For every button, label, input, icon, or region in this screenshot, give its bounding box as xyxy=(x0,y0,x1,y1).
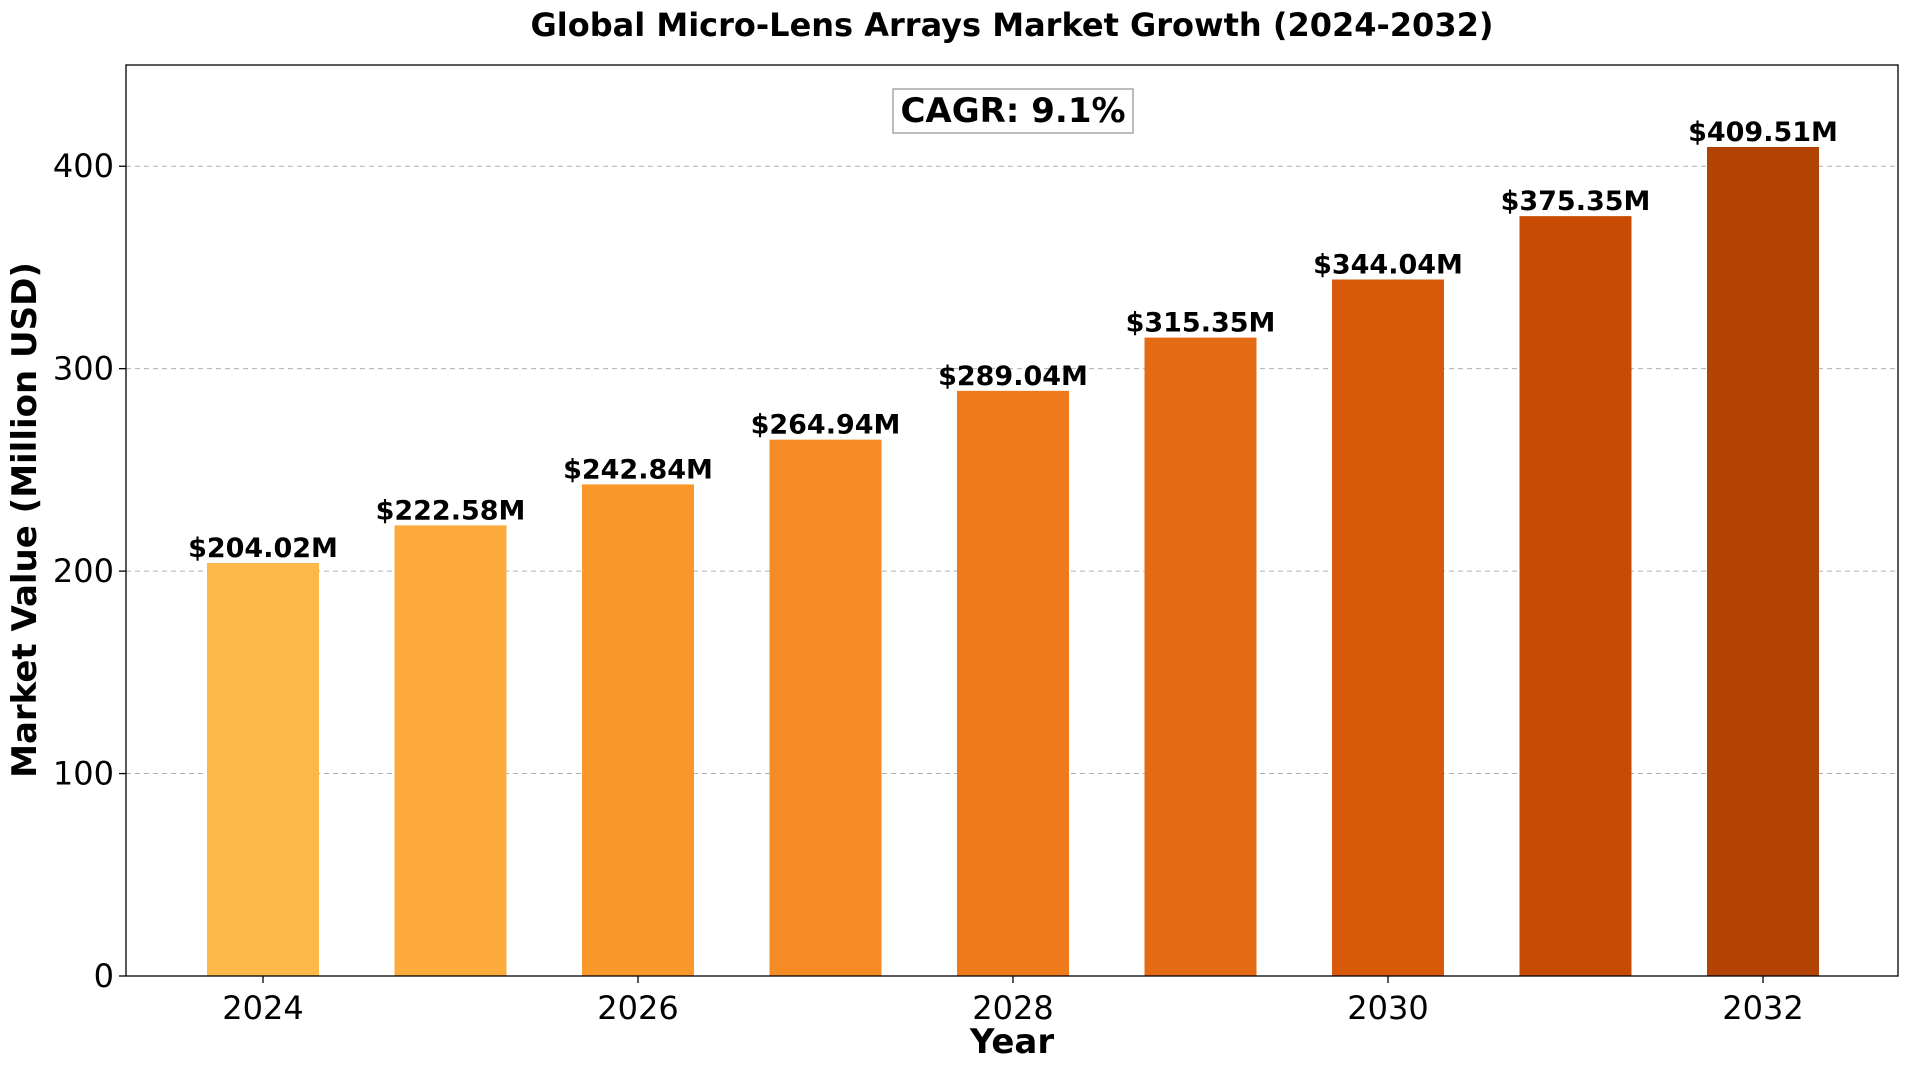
bars xyxy=(207,146,1819,977)
bar-2028 xyxy=(957,390,1069,976)
y-tick-label: 400 xyxy=(53,147,114,185)
bar-2024 xyxy=(207,562,319,976)
bar-2032 xyxy=(1707,146,1819,977)
y-tick-label: 200 xyxy=(53,552,114,590)
data-label-2026: $242.84M xyxy=(563,454,713,485)
y-tick-label: 0 xyxy=(94,957,114,995)
cagr-annotation: CAGR: 9.1% xyxy=(892,88,1134,134)
data-label-2025: $222.58M xyxy=(376,495,526,526)
data-label-2032: $409.51M xyxy=(1688,117,1838,148)
bar-2029 xyxy=(1144,337,1257,976)
x-tick-label: 2032 xyxy=(1722,989,1803,1027)
x-tick-label: 2028 xyxy=(972,989,1053,1027)
y-tick-label: 100 xyxy=(53,755,114,793)
bar-2025 xyxy=(394,525,507,976)
bar-2030 xyxy=(1332,279,1444,976)
x-tick-label: 2030 xyxy=(1347,989,1428,1027)
x-tick-label: 2024 xyxy=(222,989,303,1027)
data-label-2028: $289.04M xyxy=(938,361,1088,392)
chart-title: Global Micro-Lens Arrays Market Growth (… xyxy=(531,6,1494,44)
y-tick-label: 300 xyxy=(53,350,114,388)
data-labels: $204.02M $222.58M $242.84M $264.94M $289.04M… xyxy=(188,117,1838,564)
bar-2026 xyxy=(582,484,694,976)
x-axis-label: Year xyxy=(969,1022,1055,1062)
plot-frame xyxy=(125,64,1899,977)
y-axis-label: Market Value (Million USD) xyxy=(5,262,45,778)
cagr-box xyxy=(892,88,1134,134)
y-axis-ticks: 0 100 200 300 400 xyxy=(53,147,126,995)
bar-2031 xyxy=(1519,216,1632,977)
data-label-2031: $375.35M xyxy=(1501,186,1651,217)
data-label-2024: $204.02M xyxy=(188,533,338,564)
data-label-2030: $344.04M xyxy=(1313,250,1463,281)
cagr-text: CAGR: 9.1% xyxy=(900,91,1125,131)
data-label-2029: $315.35M xyxy=(1126,308,1276,339)
x-axis-ticks: 2024 2026 2028 2030 2032 xyxy=(222,976,1804,1027)
data-label-2027: $264.94M xyxy=(751,410,901,441)
x-tick-label: 2026 xyxy=(597,989,678,1027)
bar-2027 xyxy=(769,439,882,976)
